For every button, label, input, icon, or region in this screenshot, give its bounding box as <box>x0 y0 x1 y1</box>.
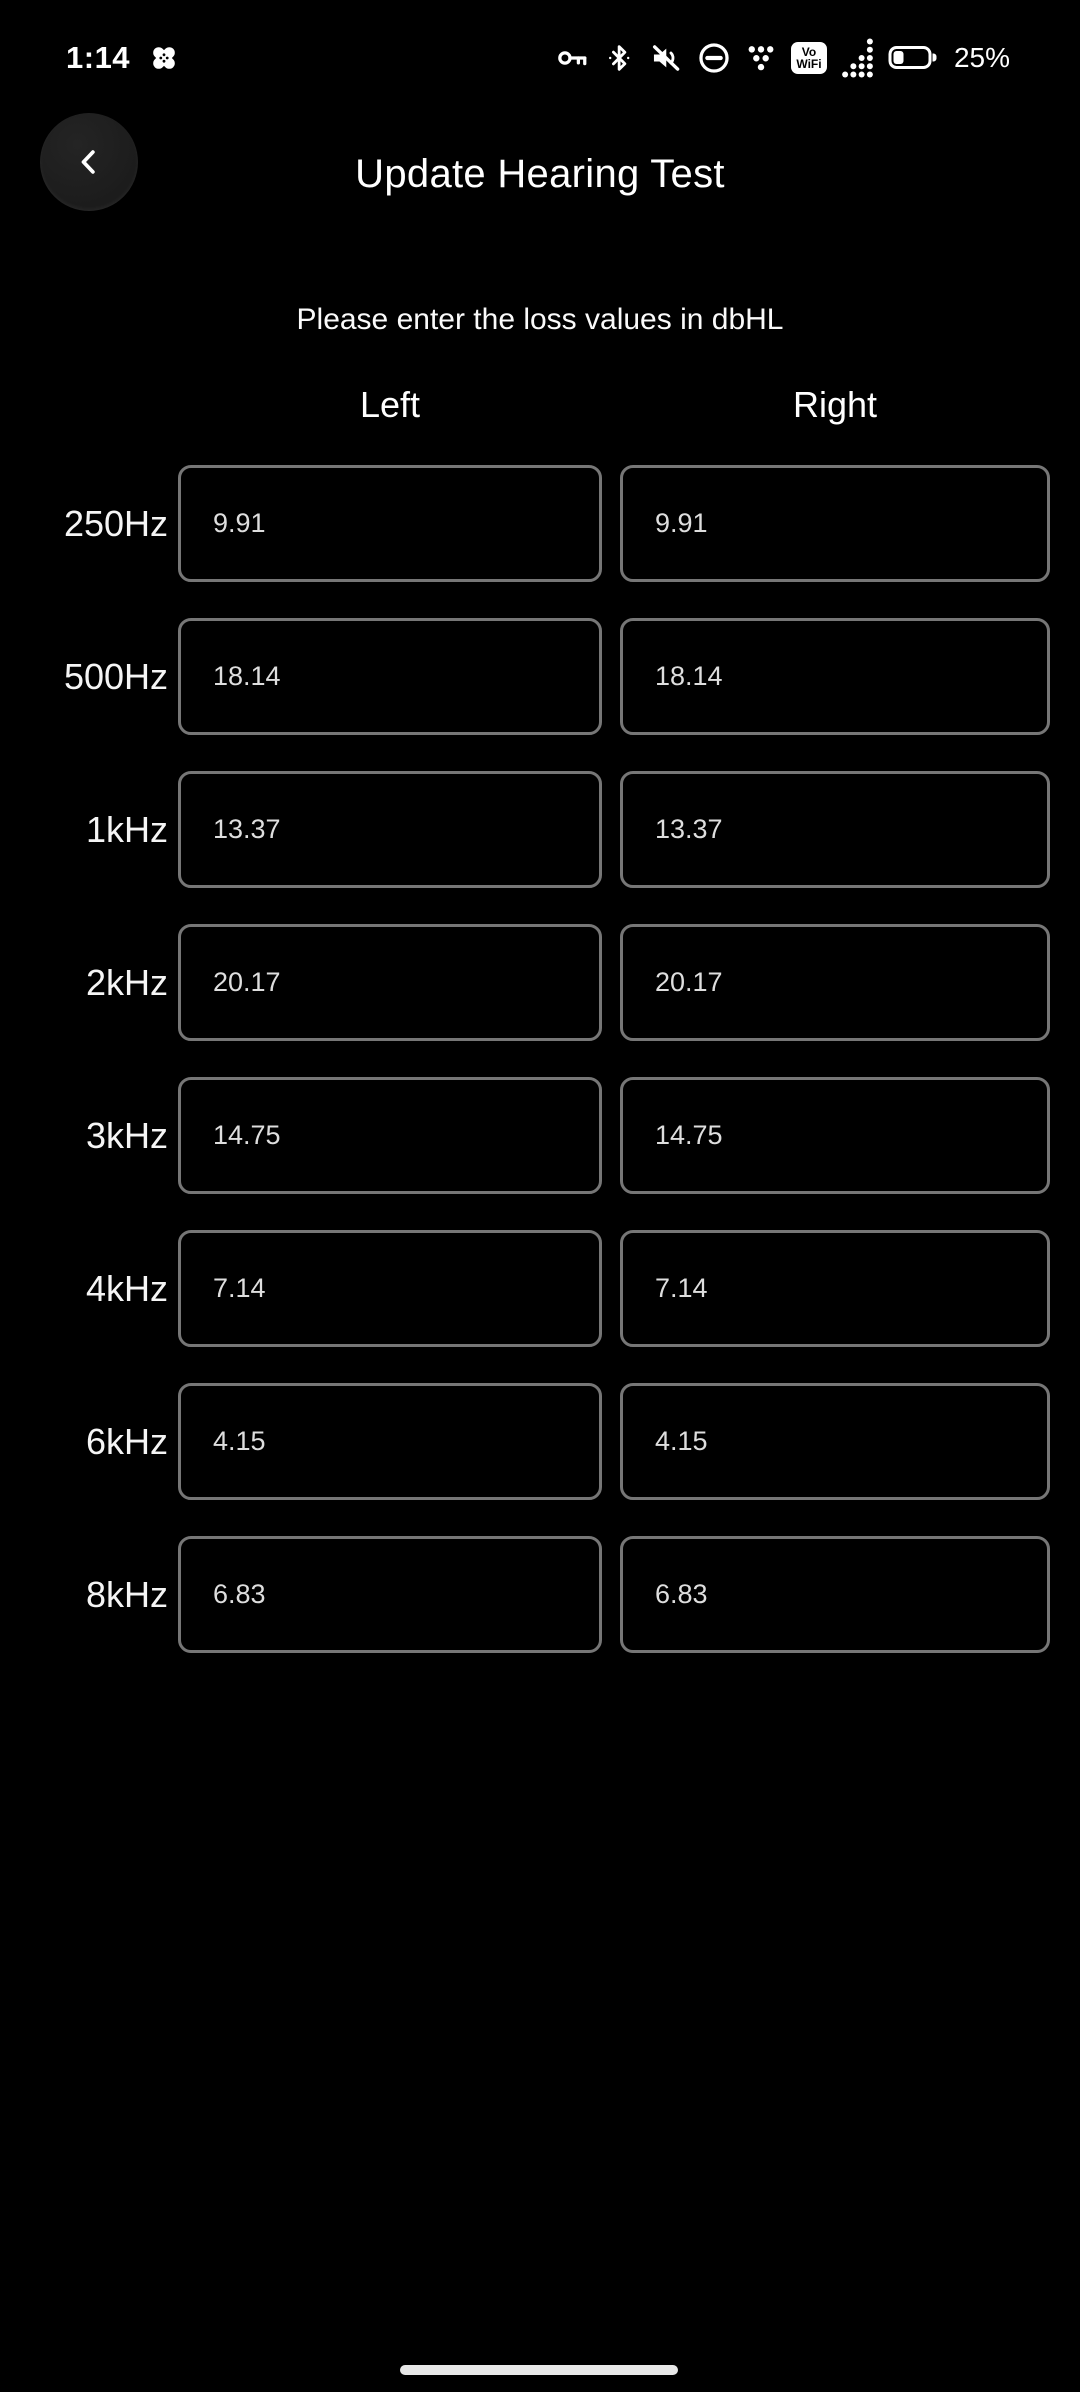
freq-label-500hz: 500Hz <box>63 655 168 697</box>
vowifi-badge: Vo WiFi <box>790 42 827 74</box>
table-row-4khz: 4kHz <box>0 1230 1080 1347</box>
column-header-right: Right <box>792 384 878 425</box>
table-row-1khz: 1kHz <box>0 771 1080 888</box>
loss-values-table: 250Hz 500Hz 1kHz 2kHz 3kHz 4kHz <box>0 465 1080 1689</box>
battery-icon <box>888 45 938 71</box>
home-indicator-bar[interactable] <box>400 2365 678 2375</box>
freq-label-8khz: 8kHz <box>85 1573 168 1615</box>
status-bar-right: Vo WiFi 25% <box>555 37 1010 79</box>
input-right-4khz[interactable] <box>620 1230 1050 1347</box>
key-icon <box>555 41 589 75</box>
input-left-8khz[interactable] <box>178 1536 602 1653</box>
app-x-icon <box>148 42 180 74</box>
input-left-3khz[interactable] <box>178 1077 602 1194</box>
mute-icon <box>649 41 683 75</box>
input-right-250hz[interactable] <box>620 465 1050 582</box>
input-right-6khz[interactable] <box>620 1383 1050 1500</box>
status-bar: 1:14 <box>0 22 1080 94</box>
dots-triangle-icon <box>745 42 777 74</box>
back-button[interactable] <box>40 113 138 211</box>
instruction-text: Please enter the loss values in dbHL <box>296 303 784 336</box>
input-left-4khz[interactable] <box>178 1230 602 1347</box>
freq-label-4khz: 4kHz <box>85 1267 168 1309</box>
table-row-8khz: 8kHz <box>0 1536 1080 1653</box>
input-right-1khz[interactable] <box>620 771 1050 888</box>
freq-label-2khz: 2kHz <box>85 961 168 1003</box>
input-right-500hz[interactable] <box>620 618 1050 735</box>
input-left-250hz[interactable] <box>178 465 602 582</box>
table-row-3khz: 3kHz <box>0 1077 1080 1194</box>
signal-dots-icon <box>841 37 874 79</box>
input-right-2khz[interactable] <box>620 924 1050 1041</box>
input-right-8khz[interactable] <box>620 1536 1050 1653</box>
table-row-2khz: 2kHz <box>0 924 1080 1041</box>
input-left-1khz[interactable] <box>178 771 602 888</box>
bluetooth-icon <box>603 42 635 74</box>
status-bar-left: 1:14 <box>66 40 180 76</box>
input-left-6khz[interactable] <box>178 1383 602 1500</box>
freq-label-1khz: 1kHz <box>85 808 168 850</box>
table-row-500hz: 500Hz <box>0 618 1080 735</box>
chevron-left-icon <box>67 140 111 184</box>
dnd-icon <box>697 41 731 75</box>
page-title: Update Hearing Test <box>355 152 725 196</box>
table-row-250hz: 250Hz <box>0 465 1080 582</box>
battery-percent-text: 25% <box>953 42 1010 73</box>
freq-label-250hz: 250Hz <box>63 502 168 544</box>
table-row-6khz: 6kHz <box>0 1383 1080 1500</box>
input-left-500hz[interactable] <box>178 618 602 735</box>
vowifi-line1: Vo <box>801 45 817 59</box>
column-header-left: Left <box>359 384 421 425</box>
freq-label-6khz: 6kHz <box>85 1420 168 1462</box>
vowifi-line2: WiFi <box>796 57 822 71</box>
input-left-2khz[interactable] <box>178 924 602 1041</box>
input-right-3khz[interactable] <box>620 1077 1050 1194</box>
freq-label-3khz: 3kHz <box>85 1114 168 1156</box>
clock-text: 1:14 <box>66 40 131 75</box>
